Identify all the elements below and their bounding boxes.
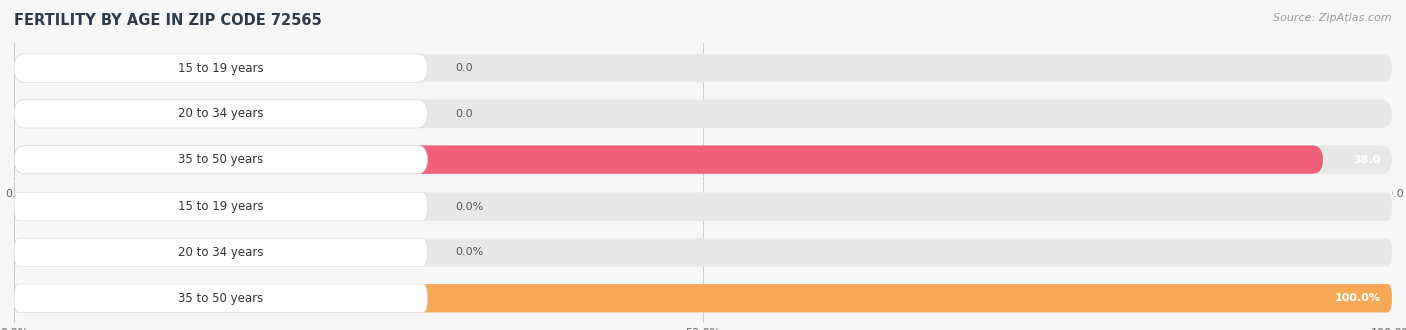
FancyBboxPatch shape [14,54,427,82]
FancyBboxPatch shape [14,100,427,128]
FancyBboxPatch shape [14,146,427,174]
Text: 15 to 19 years: 15 to 19 years [179,62,263,75]
Text: 20 to 34 years: 20 to 34 years [179,246,263,259]
Text: 38.0: 38.0 [1354,155,1381,165]
Text: FERTILITY BY AGE IN ZIP CODE 72565: FERTILITY BY AGE IN ZIP CODE 72565 [14,13,322,28]
Text: 35 to 50 years: 35 to 50 years [179,153,263,166]
FancyBboxPatch shape [14,54,1392,82]
FancyBboxPatch shape [14,146,1323,174]
Text: 35 to 50 years: 35 to 50 years [179,292,263,305]
FancyBboxPatch shape [14,238,427,267]
FancyBboxPatch shape [14,284,427,313]
FancyBboxPatch shape [14,238,1392,267]
FancyBboxPatch shape [14,192,427,221]
Text: Source: ZipAtlas.com: Source: ZipAtlas.com [1274,13,1392,23]
Text: 0.0%: 0.0% [456,248,484,257]
FancyBboxPatch shape [14,284,1392,313]
Text: 15 to 19 years: 15 to 19 years [179,200,263,213]
Text: 0.0: 0.0 [456,109,472,119]
FancyBboxPatch shape [14,146,1392,174]
FancyBboxPatch shape [14,100,1392,128]
Text: 0.0%: 0.0% [456,202,484,212]
Text: 0.0: 0.0 [456,63,472,73]
FancyBboxPatch shape [14,284,1392,313]
Text: 100.0%: 100.0% [1334,293,1381,303]
FancyBboxPatch shape [14,192,1392,221]
Text: 20 to 34 years: 20 to 34 years [179,107,263,120]
